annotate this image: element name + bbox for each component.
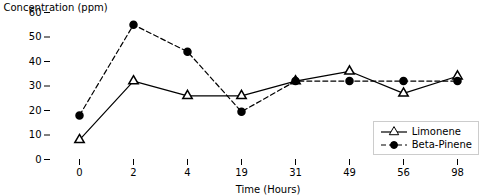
svg-text:49: 49 xyxy=(343,167,356,178)
html-text:Beta-Pinene: Beta-Pinene xyxy=(411,139,472,150)
html-text:Limonene: Limonene xyxy=(411,126,461,137)
svg-text:98: 98 xyxy=(451,167,464,178)
svg-text:Time (Hours): Time (Hours) xyxy=(235,184,301,195)
svg-text:19: 19 xyxy=(235,167,248,178)
svg-text:50: 50 xyxy=(29,31,42,42)
svg-text:40: 40 xyxy=(29,56,42,67)
svg-text:10: 10 xyxy=(29,129,42,140)
svg-text:0: 0 xyxy=(35,154,41,165)
svg-text:Concentration (ppm): Concentration (ppm) xyxy=(4,2,108,13)
svg-text:4: 4 xyxy=(184,167,190,178)
svg-text:0: 0 xyxy=(76,167,82,178)
svg-text:20: 20 xyxy=(29,105,42,116)
svg-text:2: 2 xyxy=(130,167,136,178)
svg-text:31: 31 xyxy=(289,167,302,178)
svg-text:56: 56 xyxy=(397,167,410,178)
svg-text:30: 30 xyxy=(29,80,42,91)
